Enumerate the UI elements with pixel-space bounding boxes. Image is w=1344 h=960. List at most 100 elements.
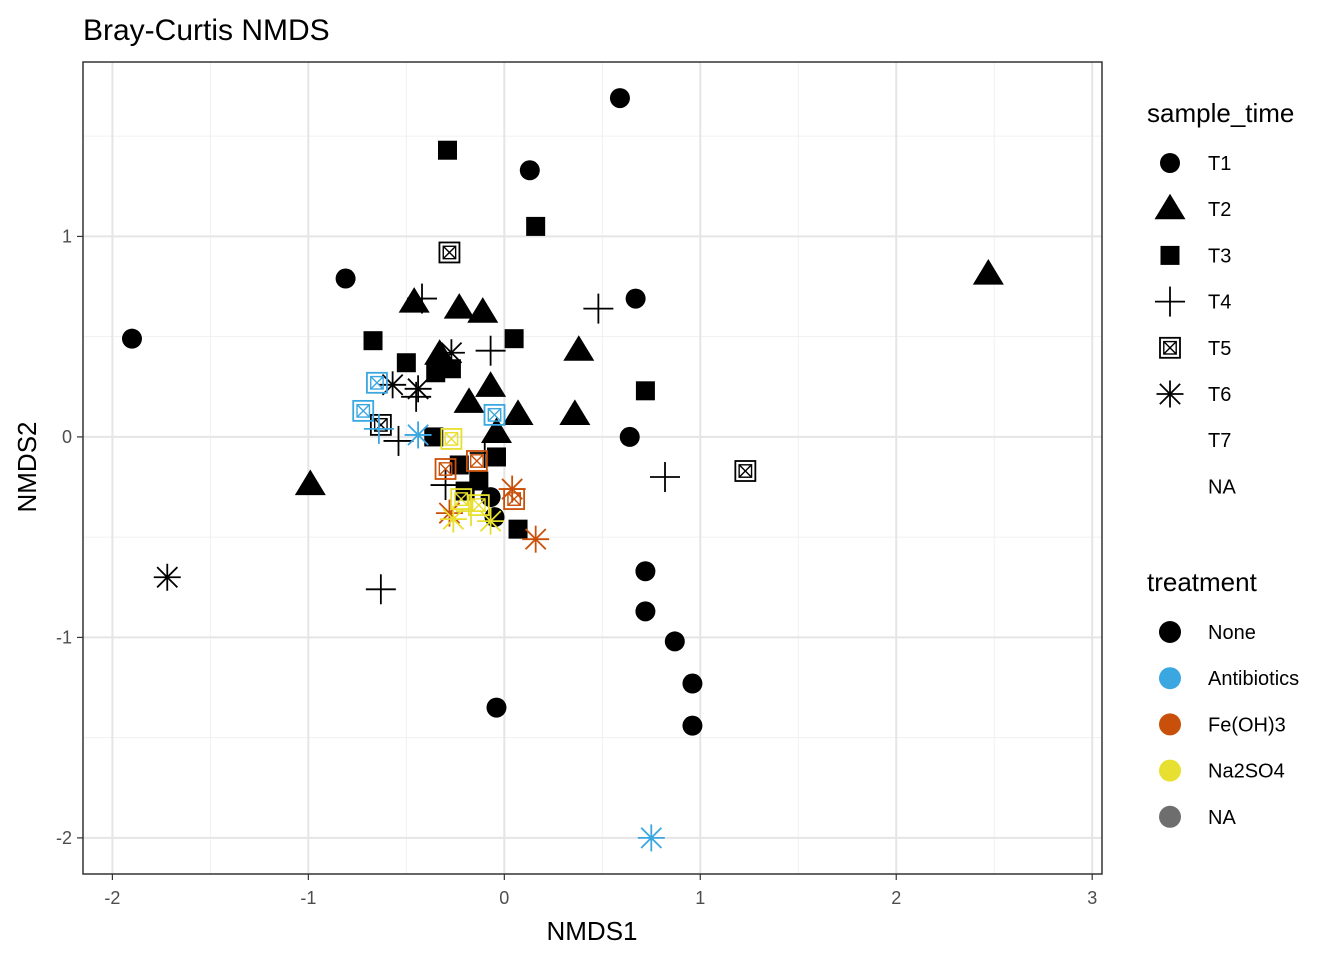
legend-label-color: Fe(OH)3 — [1208, 714, 1286, 736]
y-tick-label: 1 — [62, 226, 72, 246]
data-point — [438, 241, 461, 264]
x-tick-label: 3 — [1087, 888, 1097, 908]
legend-title-shape: sample_time — [1147, 98, 1294, 128]
data-point — [456, 496, 487, 527]
x-axis-title: NMDS1 — [546, 916, 637, 946]
data-point — [404, 421, 432, 449]
data-point — [635, 601, 656, 622]
y-axis-title: NMDS2 — [12, 421, 42, 512]
panel-border — [82, 61, 1103, 875]
y-tick-label: 0 — [62, 427, 72, 447]
data-point — [519, 160, 540, 181]
data-point — [440, 428, 463, 450]
data-point — [437, 339, 465, 367]
y-tick-label: -1 — [56, 627, 72, 647]
y-tick-label: -2 — [56, 828, 72, 848]
legend-label-shape: T7 — [1208, 430, 1231, 452]
legend-key-color — [1159, 667, 1181, 690]
data-point — [424, 427, 444, 447]
x-tick-label: -2 — [104, 888, 120, 908]
legend-label-shape: T4 — [1208, 292, 1231, 314]
data-point — [483, 403, 506, 426]
legend: sample_time T1 T2 T3 T4 T5 T6 T7 NA treatment None… — [1147, 98, 1299, 829]
data-point — [443, 293, 475, 319]
x-tick-label: -1 — [300, 888, 316, 908]
legend-title-color: treatment — [1147, 567, 1258, 597]
data-point — [465, 450, 488, 472]
data-point — [453, 387, 485, 413]
data-point — [682, 673, 703, 694]
data-point — [449, 455, 469, 475]
data-point — [637, 824, 665, 852]
data-point — [734, 460, 757, 482]
data-point — [475, 371, 507, 397]
x-tick-label: 2 — [891, 888, 901, 908]
data-point — [522, 525, 550, 553]
plot-panel: -2 -1 0 1 2 3 -2 -1 0 1 — [56, 61, 1103, 908]
data-point — [486, 447, 506, 467]
legend-label-color: Antibiotics — [1208, 668, 1299, 690]
legend-key-color — [1159, 805, 1181, 828]
legend-label-shape: T3 — [1208, 245, 1231, 267]
x-tick-label: 1 — [695, 888, 705, 908]
data-point — [383, 425, 414, 456]
data-point — [335, 268, 356, 289]
data-point — [563, 335, 595, 361]
legend-label-shape: T2 — [1208, 199, 1231, 221]
data-point — [366, 371, 388, 394]
axes: -2 -1 0 1 2 3 -2 -1 0 1 — [56, 226, 1097, 908]
data-point — [526, 216, 546, 236]
data-point — [635, 381, 655, 401]
data-point — [365, 574, 396, 605]
legend-key-shape — [1160, 153, 1180, 173]
data-point — [480, 417, 512, 443]
data-point — [437, 140, 457, 160]
data-points — [121, 88, 1004, 852]
data-point — [583, 293, 614, 324]
data-point — [502, 399, 534, 425]
data-point — [121, 328, 142, 349]
data-point — [352, 399, 375, 422]
legend-label-color: None — [1208, 622, 1256, 644]
data-point — [441, 359, 461, 379]
data-point — [635, 561, 656, 582]
panel-background — [83, 62, 1102, 874]
data-point — [363, 413, 394, 444]
data-point — [625, 288, 646, 309]
data-point — [650, 462, 681, 493]
legend-key-shape — [1156, 380, 1184, 408]
data-point — [477, 507, 505, 535]
data-point — [396, 353, 416, 373]
data-point — [508, 519, 528, 539]
legend-key-shape — [1155, 286, 1185, 317]
legend-label-color: Na2SO4 — [1208, 761, 1285, 783]
data-point — [498, 475, 526, 503]
grid — [83, 62, 1102, 874]
data-point — [619, 426, 640, 447]
data-point — [559, 399, 591, 425]
legend-key-shape — [1160, 245, 1180, 265]
data-point — [664, 631, 685, 652]
data-point — [972, 259, 1004, 285]
data-point — [609, 88, 630, 109]
x-tick-label: 0 — [499, 888, 509, 908]
data-point — [486, 697, 507, 718]
chart-title: Bray-Curtis NMDS — [83, 14, 330, 47]
legend-key-color — [1159, 759, 1181, 782]
legend-label-color: NA — [1208, 807, 1236, 829]
legend-key-shape — [1154, 193, 1186, 220]
data-point — [363, 331, 383, 351]
data-point — [469, 437, 500, 468]
data-point — [504, 329, 524, 349]
legend-label-shape: T6 — [1208, 384, 1231, 406]
legend-label-shape: NA — [1208, 476, 1236, 498]
legend-key-shape — [1159, 336, 1181, 359]
data-point — [426, 363, 446, 383]
data-point — [404, 375, 432, 403]
data-point — [682, 715, 703, 736]
data-point — [467, 297, 499, 323]
data-point — [294, 469, 326, 496]
data-point — [439, 505, 467, 533]
legend-key-color — [1159, 713, 1181, 736]
